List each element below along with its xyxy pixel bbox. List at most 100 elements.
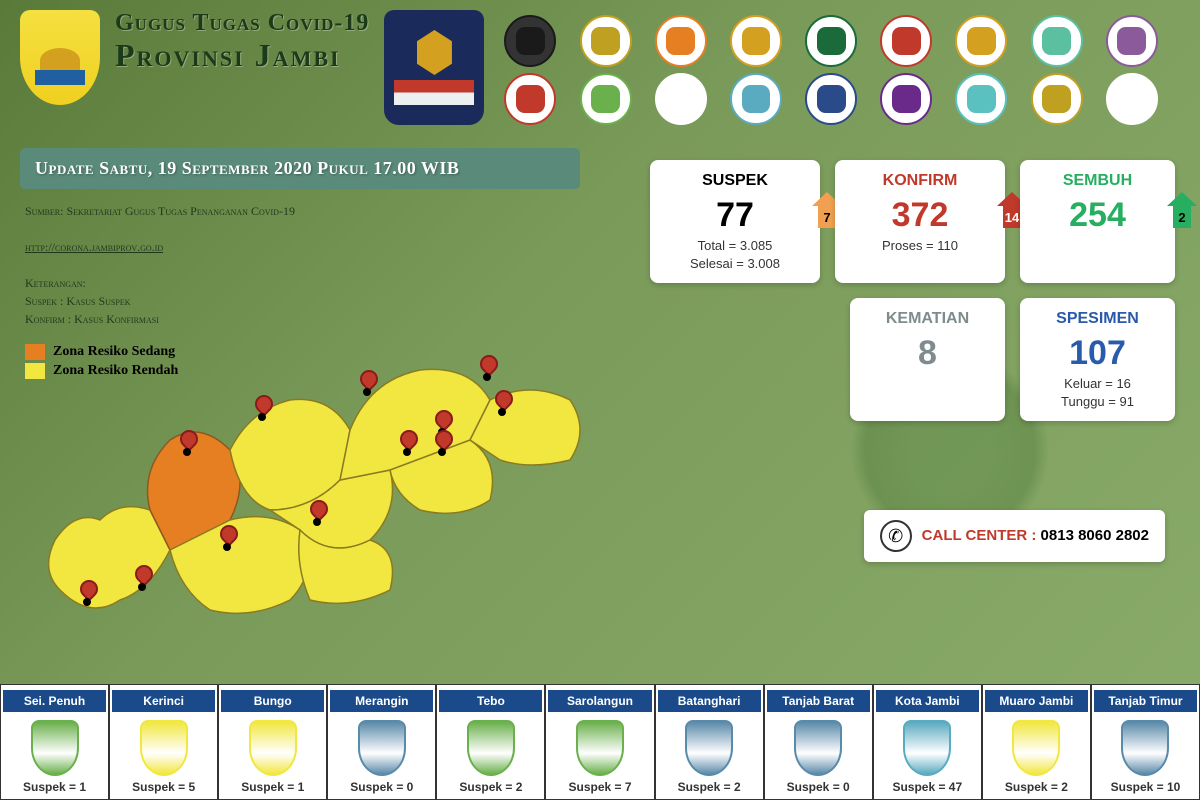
stat-title: KONFIRM <box>853 172 987 190</box>
partner-logo-icon <box>880 73 932 125</box>
map-pin-icon <box>135 565 151 581</box>
region-name: Tanjab Timur <box>1094 690 1197 712</box>
partner-logo-icon <box>1031 15 1083 67</box>
map-pin-icon <box>435 430 451 446</box>
stat-sub: Keluar = 16 <box>1038 376 1157 391</box>
stat-sub: Selesai = 3.008 <box>668 256 802 271</box>
region-card: Kota JambiSuspek = 47 <box>873 684 982 800</box>
map-pin-icon <box>255 395 271 411</box>
region-card: Merangin Suspek = 0 <box>327 684 436 800</box>
region-card: Sei. Penuh Suspek = 1 <box>0 684 109 800</box>
stat-value: 372 <box>853 196 987 235</box>
region-crest-icon <box>576 720 624 776</box>
stat-card-kematian: KEMATIAN 8 <box>850 298 1005 421</box>
region-suspek: Suspek = 7 <box>568 780 631 794</box>
partner-logo-icon <box>955 73 1007 125</box>
stat-card-spesimen: SPESIMEN 107 Keluar = 16 Tunggu = 91 <box>1020 298 1175 421</box>
gugus-tugas-badge-icon <box>384 10 484 125</box>
map-pin-icon <box>435 410 451 426</box>
stat-value: 77 <box>668 196 802 235</box>
region-name: Kerinci <box>112 690 215 712</box>
region-name: Batanghari <box>658 690 761 712</box>
update-text: Update Sabtu, 19 September 2020 Pukul 17… <box>35 158 565 179</box>
stat-title: KEMATIAN <box>868 310 987 328</box>
stat-value: 107 <box>1038 334 1157 373</box>
region-crest-icon <box>358 720 406 776</box>
map-pin-icon <box>310 500 326 516</box>
partner-logo-icon <box>580 15 632 67</box>
region-card: Tanjab Barat Suspek = 0 <box>764 684 873 800</box>
title-line1: Gugus Tugas Covid-19 <box>115 10 369 37</box>
jambi-map <box>20 310 620 650</box>
map-pin-icon <box>80 580 96 596</box>
partner-logo-icon <box>655 73 707 125</box>
map-pin-icon <box>400 430 416 446</box>
stat-title: SEMBUH <box>1038 172 1157 190</box>
region-suspek: Suspek = 2 <box>459 780 522 794</box>
map-pin-icon <box>220 525 236 541</box>
region-name: Tebo <box>439 690 542 712</box>
partner-logo-icon <box>504 15 556 67</box>
partner-logo-icon <box>580 73 632 125</box>
arrow-up-icon: 2 <box>1167 190 1197 230</box>
call-center-box: ✆ CALL CENTER : 0813 8060 2802 <box>864 510 1165 562</box>
region-suspek: Suspek = 1 <box>241 780 304 794</box>
region-crest-icon <box>467 720 515 776</box>
source-url[interactable]: http://corona.jambiprov.go.id <box>25 240 163 254</box>
stat-sub: Tunggu = 91 <box>1038 394 1157 409</box>
partner-logo-icon <box>880 15 932 67</box>
partner-logo-icon <box>805 15 857 67</box>
stats-area: SUSPEK 77 Total = 3.085 Selesai = 3.008 … <box>645 160 1175 421</box>
region-suspek: Suspek = 10 <box>1111 780 1181 794</box>
region-card: BungoSuspek = 1 <box>218 684 327 800</box>
region-suspek: Suspek = 1 <box>23 780 86 794</box>
call-number: 0813 8060 2802 <box>1041 527 1149 544</box>
region-name: Merangin <box>330 690 433 712</box>
stat-sub: Proses = 110 <box>853 238 987 253</box>
stat-card-sembuh: SEMBUH 254 2 <box>1020 160 1175 283</box>
region-name: Tanjab Barat <box>767 690 870 712</box>
header-row: Gugus Tugas Covid-19 Provinsi Jambi <box>0 0 1200 140</box>
partner-logo-icon <box>1106 15 1158 67</box>
partner-logo-icon <box>805 73 857 125</box>
region-name: Sarolangun <box>548 690 651 712</box>
partner-logo-icon <box>655 15 707 67</box>
stat-card-suspek: SUSPEK 77 Total = 3.085 Selesai = 3.008 … <box>650 160 820 283</box>
map-pin-icon <box>495 390 511 406</box>
region-crest-icon <box>31 720 79 776</box>
region-crest-icon <box>1012 720 1060 776</box>
region-card: Tebo Suspek = 2 <box>436 684 545 800</box>
region-name: Sei. Penuh <box>3 690 106 712</box>
partner-logo-icon <box>1106 73 1158 125</box>
map-pin-icon <box>360 370 376 386</box>
region-crest-icon <box>249 720 297 776</box>
source-text: Sekretariat Gugus Tugas Penanganan Covid… <box>66 204 294 218</box>
region-crest-icon <box>903 720 951 776</box>
region-suspek: Suspek = 47 <box>892 780 962 794</box>
region-crest-icon <box>685 720 733 776</box>
phone-icon: ✆ <box>880 520 912 552</box>
partner-logo-icon <box>955 15 1007 67</box>
partner-logo-icon <box>504 73 556 125</box>
region-suspek: Suspek = 5 <box>132 780 195 794</box>
regions-row: Sei. Penuh Suspek = 1 Kerinci Suspek = 5 Bun… <box>0 684 1200 800</box>
stat-sub: Total = 3.085 <box>668 238 802 253</box>
region-suspek: Suspek = 0 <box>350 780 413 794</box>
call-label: CALL CENTER : <box>922 527 1041 544</box>
update-banner: Update Sabtu, 19 September 2020 Pukul 17… <box>20 148 580 189</box>
map-pin-icon <box>480 355 496 371</box>
source-label: Sumber: <box>25 204 63 218</box>
region-card: Sarolangun Suspek = 7 <box>545 684 654 800</box>
partner-logo-icon <box>730 73 782 125</box>
region-suspek: Suspek = 0 <box>787 780 850 794</box>
title-block: Gugus Tugas Covid-19 Provinsi Jambi <box>115 10 369 74</box>
partner-logo-icon <box>1031 73 1083 125</box>
stat-card-konfirm: KONFIRM 372 Proses = 110 14 <box>835 160 1005 283</box>
keterangan-line1: Suspek : Kasus Suspek <box>25 294 130 308</box>
region-suspek: Suspek = 2 <box>1005 780 1068 794</box>
region-crest-icon <box>1121 720 1169 776</box>
stat-value: 8 <box>868 334 987 373</box>
keterangan-label: Keterangan: <box>25 276 86 290</box>
stat-title: SUSPEK <box>668 172 802 190</box>
stat-title: SPESIMEN <box>1038 310 1157 328</box>
